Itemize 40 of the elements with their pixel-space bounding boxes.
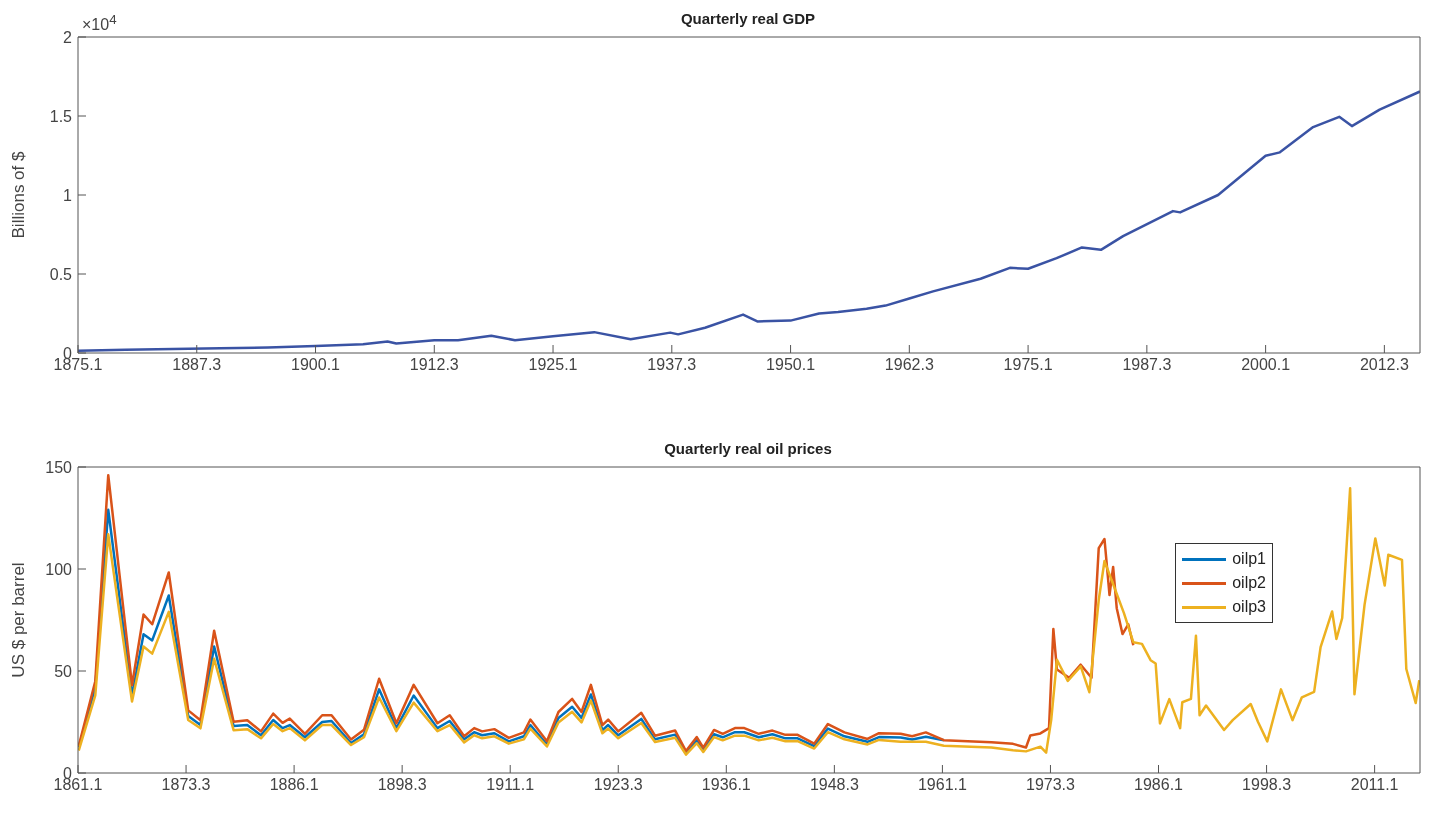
chart-title: Quarterly real oil prices: [663, 440, 833, 457]
x-tick-label: 2000.1: [1241, 356, 1291, 374]
x-tick-label: 1986.1: [1134, 776, 1184, 794]
x-tick-label: 1898.3: [377, 776, 427, 794]
y-tick-label: 1.5: [49, 107, 73, 125]
x-tick-label: 1948.3: [809, 776, 859, 794]
legend-label: oilp1: [1232, 550, 1266, 568]
x-tick-label: 1962.3: [884, 356, 934, 374]
y-axis-title: US $ per barrel: [9, 562, 29, 678]
chart-title: Quarterly real GDP: [680, 10, 816, 27]
y-tick-label: 150: [45, 458, 73, 476]
x-tick-label: 1961.1: [917, 776, 967, 794]
y-tick-label: 50: [54, 662, 73, 680]
x-tick-label: 1973.3: [1025, 776, 1076, 794]
legend-label: oilp2: [1232, 574, 1266, 592]
y-tick-label: 1: [63, 186, 73, 204]
x-tick-label: 2012.3: [1359, 356, 1409, 374]
x-tick-label: 1887.3: [172, 356, 222, 374]
y-tick-label: 0.5: [49, 265, 73, 283]
x-tick-label: 1998.3: [1242, 776, 1292, 794]
x-tick-label: 1912.3: [409, 356, 459, 374]
x-tick-label: 1911.1: [486, 776, 535, 794]
x-tick-label: 1925.1: [528, 356, 578, 374]
x-tick-label: 1886.1: [269, 776, 319, 794]
x-tick-label: 1975.1: [1003, 356, 1053, 374]
x-tick-label: 1923.3: [593, 776, 643, 794]
y-axis-title: Billions of $: [9, 150, 29, 239]
legend-label: oilp3: [1232, 598, 1266, 616]
x-tick-label: 1950.1: [766, 356, 816, 374]
x-tick-label: 1900.1: [291, 356, 341, 374]
x-tick-label: 1987.3: [1122, 356, 1172, 374]
x-tick-label: 1937.3: [647, 356, 697, 374]
y-tick-label: 100: [45, 560, 73, 578]
x-tick-label: 1873.3: [161, 776, 211, 794]
y-tick-label: 2: [63, 28, 73, 46]
line-series: [78, 473, 1135, 753]
x-tick-label: 2011.1: [1350, 776, 1399, 794]
text: ×10$^{4}$: [82, 12, 117, 35]
line-series: [78, 486, 1420, 756]
x-tick-label: 1936.1: [701, 776, 751, 794]
